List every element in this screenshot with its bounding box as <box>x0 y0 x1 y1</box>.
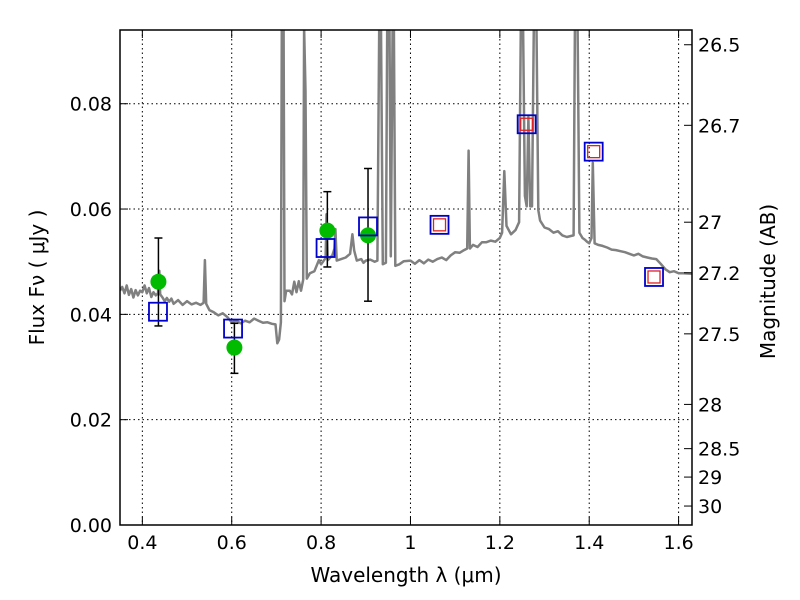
plot-frame <box>119 29 693 526</box>
model-band-square <box>429 214 450 235</box>
model-band-square <box>516 114 537 135</box>
model-band-square <box>315 238 336 258</box>
mag-tick-label: 26.7 <box>698 115 740 137</box>
model-band-inner-square <box>647 270 661 284</box>
y-axis-label: Flux Fν ( μJy ) <box>25 210 49 346</box>
x-tick-label: 1 <box>404 532 416 554</box>
model-band-square <box>644 267 664 287</box>
mag-tick-label: 26.5 <box>698 35 740 57</box>
mag-tick-label: 28 <box>698 394 722 416</box>
observed-point <box>319 222 336 239</box>
magnitude-tick-labels: 26.5 26.7 27 27.2 27.5 28 28.5 29 30 <box>698 35 740 518</box>
model-band-square <box>148 301 168 322</box>
y-tick-labels: 0.00 0.02 0.04 0.06 0.08 <box>70 94 112 537</box>
model-band-inner-square <box>587 144 601 159</box>
x-tick-label: 0.8 <box>306 532 336 554</box>
x-tick-label: 1.2 <box>485 532 515 554</box>
y-tick-label: 0.00 <box>70 515 112 537</box>
mag-tick-label: 30 <box>698 496 722 518</box>
x-axis-label: Wavelength λ (μm) <box>310 563 501 587</box>
model-band-inner-square <box>520 117 534 131</box>
y2-axis-label: Magnitude (AB) <box>756 204 780 359</box>
observed-point <box>150 273 167 290</box>
x-tick-label: 0.4 <box>127 532 157 554</box>
model-band-square <box>583 141 604 162</box>
model-band-square <box>223 318 243 339</box>
mag-tick-label: 29 <box>698 467 722 489</box>
mag-tick-label: 27.2 <box>698 263 740 285</box>
mag-tick-label: 27 <box>698 212 722 234</box>
mag-tick-label: 27.5 <box>698 324 740 346</box>
x-tick-label: 0.6 <box>217 532 247 554</box>
observed-points <box>150 222 377 356</box>
mag-tick-label: 28.5 <box>698 439 740 461</box>
y-tick-label: 0.08 <box>70 94 112 116</box>
x-tick-label: 1.6 <box>663 532 693 554</box>
model-spectrum-line <box>120 30 692 345</box>
model-band-markers <box>148 114 664 339</box>
y-tick-label: 0.06 <box>70 199 112 221</box>
model-band-inner-square <box>432 218 447 232</box>
observed-point <box>226 339 243 356</box>
tick-marks <box>120 30 692 526</box>
y-tick-label: 0.04 <box>70 304 112 326</box>
y-tick-label: 0.02 <box>70 410 112 432</box>
model-band-square <box>358 216 378 237</box>
x-tick-labels: 0.4 0.6 0.8 1 1.2 1.4 1.6 <box>127 532 693 554</box>
x-tick-label: 1.4 <box>574 532 604 554</box>
model-spectrum <box>120 30 692 345</box>
